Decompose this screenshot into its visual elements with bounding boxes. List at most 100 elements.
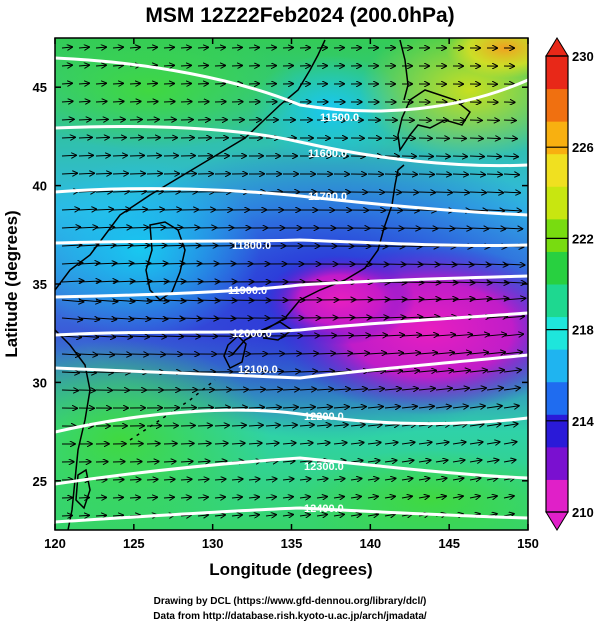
wind-arrow [350,389,367,390]
wind-arrow [418,496,429,498]
wind-arrow [248,47,259,48]
contour-label-group: 11500.0 11600.0 11700.0 11800.0 11900.0 … [228,112,359,515]
wind-arrow [163,497,174,498]
wind-arrow [401,299,423,300]
x-axis-label: Longitude (degrees) [209,560,372,579]
wind-arrow [95,336,115,337]
wind-arrow [95,155,110,156]
wind-arrow [384,442,398,444]
wind-arrow [435,388,452,390]
wind-arrow [146,245,166,246]
wind-arrow [61,318,82,320]
wind-arrow [333,389,350,390]
wind-arrow [112,65,123,66]
wind-arrow [231,497,242,498]
wind-arrow [469,352,488,354]
wind-arrow [112,336,132,337]
wind-arrow [61,227,80,228]
wind-arrow [486,496,497,498]
wind-arrow [486,478,497,480]
wind-arrow [163,245,183,246]
wind-arrow [112,515,123,516]
wind-arrow [180,83,191,84]
contour-11700 [55,187,528,217]
wind-arrow [384,389,401,390]
wind-arrow [214,515,225,516]
wind-arrow [248,479,260,480]
wind-arrow [214,407,230,408]
wind-arrow [112,155,127,156]
wind-arrow [469,192,486,193]
wind-arrow [163,47,174,48]
wind-arrow [282,515,293,516]
wind-arrow [95,245,115,246]
contour-11500 [55,56,528,113]
wind-arrow [112,83,123,84]
wind-arrow [282,425,297,426]
wind-arrow [163,300,185,301]
wind-arrow [469,264,490,265]
wind-arrow [146,497,157,498]
wind-arrow [112,497,123,498]
wind-arrow [418,388,435,390]
wind-arrow [367,496,378,498]
wind-arrow [486,138,500,139]
wind-arrow [486,174,502,175]
wind-arrow [486,316,507,318]
wind-arrow [78,119,91,120]
wind-arrow [401,460,414,462]
wind-arrow [367,478,378,480]
colorbar-max-triangle [545,37,569,57]
wind-arrow [129,497,140,498]
wind-arrow [503,496,514,498]
wind-arrow [78,101,90,102]
x-tick-label: 140 [359,536,381,551]
wind-arrow [350,443,364,444]
wind-arrow [129,191,146,192]
wind-arrow [61,137,75,138]
wind-arrow [163,443,177,444]
wind-arrow [61,300,83,302]
wind-arrow [78,300,100,302]
wind-arrow [112,173,128,174]
wind-arrow [163,227,182,228]
colorbar-segment [546,186,568,220]
wind-arrow [469,210,487,211]
wind-arrow [197,65,208,66]
y-axis: 25 30 35 40 45 [33,80,528,489]
wind-arrow [112,318,133,319]
wind-arrow [350,317,371,318]
wind-arrow [78,65,89,66]
wind-arrow [78,281,100,282]
y-tick-label: 35 [33,277,47,292]
contour-11600 [55,125,528,168]
wind-arrow [197,425,212,426]
wind-arrow [214,47,225,48]
wind-arrow [197,479,209,480]
wind-arrow [180,479,192,480]
wind-arrow [163,461,176,462]
wind-arrow [316,479,328,480]
x-tick-label: 125 [123,536,145,551]
wind-arrow [503,460,515,462]
wind-arrow [282,353,301,354]
wind-arrow [435,370,453,372]
wind-arrow [163,83,174,84]
wind-arrow [129,245,149,246]
wind-arrow [503,316,524,318]
wind-arrow [486,228,505,229]
wind-arrow [214,461,227,462]
contour-label: 11900.0 [228,285,267,297]
wind-arrow [265,515,276,516]
wind-arrow [61,281,83,282]
x-tick-label: 120 [44,536,66,551]
wind-arrow [333,425,348,426]
wind-arrow [146,191,163,192]
wind-arrow [265,443,279,444]
wind-arrow [503,352,522,354]
x-tick-label: 130 [202,536,224,551]
wind-arrow [248,515,259,516]
wind-arrow [367,442,381,444]
wind-arrow [231,47,242,48]
